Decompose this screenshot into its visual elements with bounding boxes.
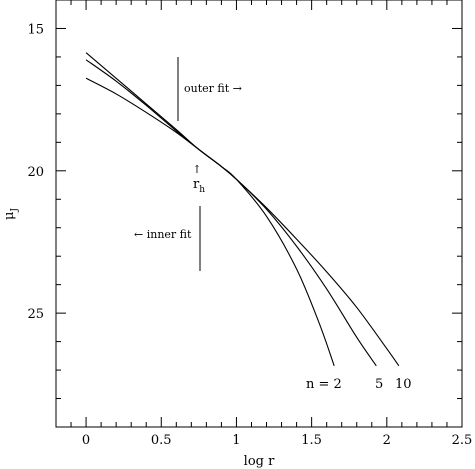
x-tick-label: 1 xyxy=(232,433,240,448)
y-axis-label-sub: J xyxy=(10,208,20,213)
x-tick-label: 0 xyxy=(82,433,90,448)
svg-text:μJ: μJ xyxy=(2,208,20,220)
rh-label: rh xyxy=(193,177,205,195)
y-tick-label: 20 xyxy=(27,165,44,180)
curve-label-n2: n = 2 xyxy=(306,377,342,392)
y-tick-label: 15 xyxy=(27,22,44,37)
y-axis-label: μJ xyxy=(2,208,20,220)
x-tick-label: 2.5 xyxy=(452,433,473,448)
axis-ticks xyxy=(55,0,463,428)
curve-label-5: 5 xyxy=(375,377,383,392)
rh-label-sub: h xyxy=(199,185,205,195)
x-axis-label: log r xyxy=(244,454,275,469)
x-tick-label: 0.5 xyxy=(151,433,172,448)
x-tick-label: 1.5 xyxy=(301,433,322,448)
rh-label-main: r xyxy=(193,177,200,192)
rh-arrow: ↑ xyxy=(192,163,201,176)
outer-fit-label: outer fit → xyxy=(184,82,242,95)
series-line-0 xyxy=(85,77,335,366)
axis-tick-labels: 0 0.5 1 1.5 2 2.5 15 20 25 xyxy=(27,22,472,448)
inner-fit-label: ← inner fit xyxy=(134,228,192,241)
plot-frame xyxy=(55,0,463,428)
curves xyxy=(85,52,400,367)
y-tick-label: 25 xyxy=(27,307,44,322)
y-axis-label-main: μ xyxy=(2,212,17,220)
x-tick-label: 2 xyxy=(383,433,391,448)
series-line-1 xyxy=(85,59,377,367)
curve-label-10: 10 xyxy=(395,377,412,392)
series-line-2 xyxy=(85,52,400,367)
